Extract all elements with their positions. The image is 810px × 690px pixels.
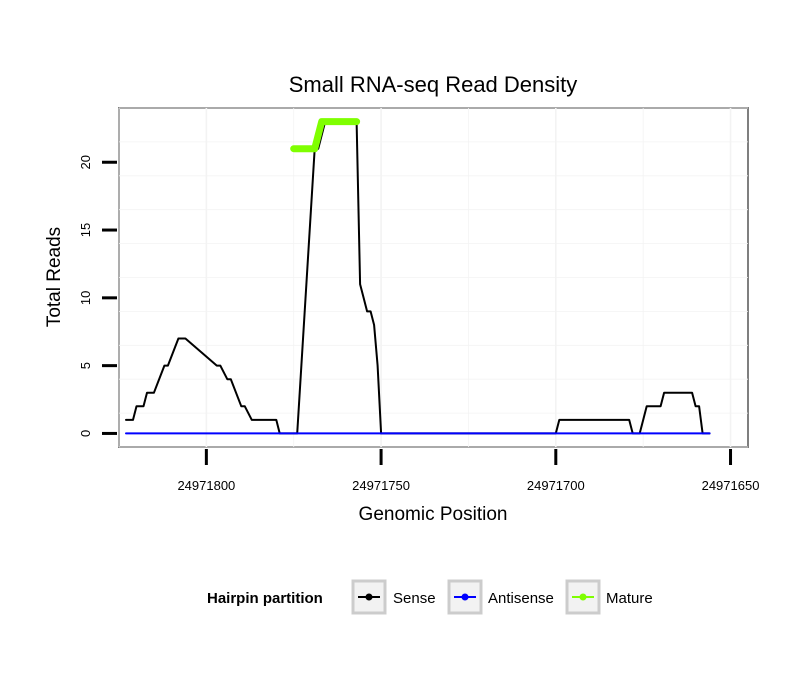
y-tick-label-15: 15 xyxy=(78,223,93,237)
x-tick-label-24971650: 24971650 xyxy=(702,478,760,493)
x-tick-label-24971800: 24971800 xyxy=(177,478,235,493)
x-axis-title: Genomic Position xyxy=(359,504,508,525)
grid-lines xyxy=(118,107,748,448)
x-axis: 24971800 24971750 24971700 24971650 xyxy=(177,449,759,493)
legend-label-antisense: Antisense xyxy=(488,590,554,607)
chart-title: Small RNA-seq Read Density xyxy=(289,72,578,97)
series-line-mature xyxy=(290,118,361,153)
legend-item-antisense: Antisense xyxy=(447,579,554,615)
y-axis: 0 5 10 15 20 xyxy=(78,155,117,437)
y-axis-title: Total Reads xyxy=(44,227,65,327)
y-tick-label-20: 20 xyxy=(78,155,93,169)
legend-label-sense: Sense xyxy=(393,590,436,607)
x-tick-label-24971750: 24971750 xyxy=(352,478,410,493)
legend-label-mature: Mature xyxy=(606,590,653,607)
y-tick-label-10: 10 xyxy=(78,291,93,305)
x-tick-label-24971700: 24971700 xyxy=(527,478,585,493)
series-layer xyxy=(125,118,711,435)
legend-item-sense: Sense xyxy=(351,579,436,615)
legend-item-mature: Mature xyxy=(565,579,653,615)
y-tick-label-0: 0 xyxy=(78,430,93,437)
legend: Hairpin partition Sense Antisense Mature xyxy=(207,579,653,615)
y-tick-label-5: 5 xyxy=(78,362,93,369)
legend-point-sense xyxy=(365,593,373,601)
legend-point-mature xyxy=(579,593,587,601)
legend-title: Hairpin partition xyxy=(207,590,323,607)
legend-point-antisense xyxy=(461,593,469,601)
